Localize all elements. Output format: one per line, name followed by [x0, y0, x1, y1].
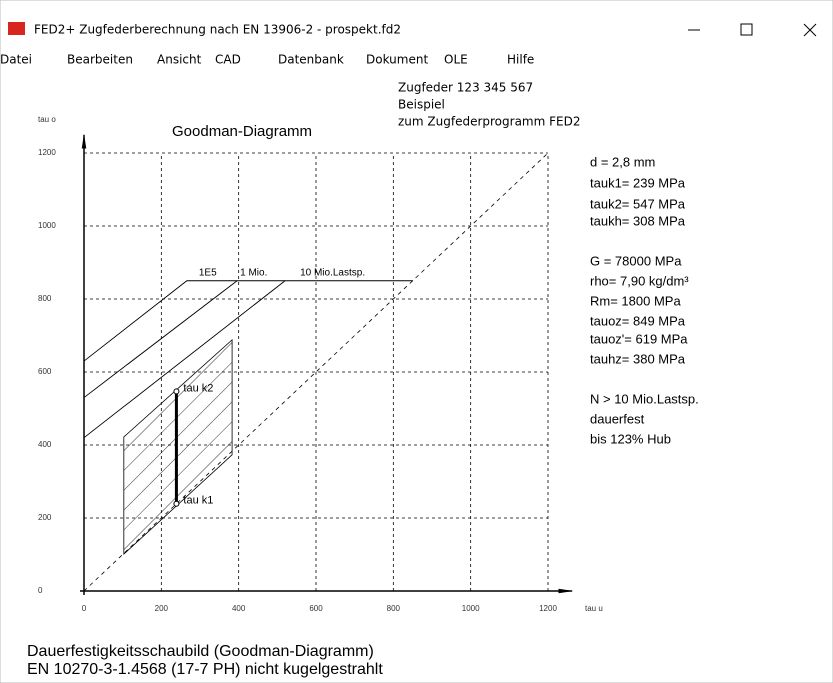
- info-line: Rm= 1800 MPa: [590, 293, 681, 308]
- x-tick-label: 0: [82, 604, 87, 613]
- info-line: N > 10 Mio.Lastsp.: [590, 391, 699, 406]
- menu-item[interactable]: OLE: [444, 53, 468, 67]
- y-tick-label: 1200: [38, 148, 56, 157]
- info-line: tauoz'= 619 MPa: [590, 331, 688, 346]
- info-line: tauk2= 547 MPa: [590, 196, 686, 211]
- info-line: tauhz= 380 MPa: [590, 351, 686, 366]
- y-axis-label: tau o: [38, 115, 56, 124]
- y-tick-label: 200: [38, 513, 52, 522]
- info-line: rho= 7,90 kg/dm³: [590, 273, 689, 288]
- goodman-line: [83, 280, 414, 362]
- menu-bar: Datei Bearbeiten Ansicht CAD Datenbank Dokume…: [0, 53, 534, 67]
- goodman-line: [83, 280, 238, 398]
- info-line: G = 78000 MPa: [590, 253, 682, 268]
- tauk-label: tau k1: [183, 495, 213, 507]
- tauk-point: [173, 500, 180, 507]
- menu-item[interactable]: Hilfe: [507, 53, 534, 67]
- x-tick-label: 600: [309, 604, 323, 613]
- info-line: bis 123% Hub: [590, 431, 671, 446]
- menu-item[interactable]: Datenbank: [278, 53, 344, 67]
- info-line: tauk1= 239 MPa: [590, 175, 686, 190]
- x-tick-label: 800: [387, 604, 401, 613]
- footer-line: Dauerfestigkeitsschaubild (Goodman-Diagr…: [27, 643, 374, 660]
- chart-title: Goodman-Diagramm: [172, 123, 312, 140]
- x-axis-label: tau u: [585, 604, 603, 613]
- close-button[interactable]: [803, 23, 817, 37]
- goodman-line: [83, 280, 286, 439]
- header-line: Beispiel: [398, 98, 445, 112]
- tauk-point: [173, 388, 180, 395]
- tauk-label: tau k2: [183, 382, 213, 394]
- x-tick-label: 400: [232, 604, 246, 613]
- window-title: FED2+ Zugfederberechnung nach EN 13906-2…: [34, 23, 401, 37]
- maximize-button[interactable]: [740, 23, 753, 36]
- footer-line: EN 10270-3-1.4568 (17-7 PH) nicht kugelg…: [27, 661, 383, 678]
- hatched-region: [123, 338, 233, 556]
- series-label: 10 Mio.Lastsp.: [300, 267, 365, 278]
- series-label: 1 Mio.: [240, 267, 267, 278]
- app-icon: [8, 22, 25, 35]
- menu-item[interactable]: Bearbeiten: [67, 53, 133, 67]
- title-bar: FED2+ Zugfederberechnung nach EN 13906-2…: [8, 22, 817, 37]
- info-line: tauoz= 849 MPa: [590, 313, 686, 328]
- x-tick-label: 1000: [462, 604, 480, 613]
- info-line: dauerfest: [590, 411, 645, 426]
- x-tick-label: 200: [155, 604, 169, 613]
- y-tick-label: 400: [38, 440, 52, 449]
- menu-item[interactable]: Dokument: [366, 53, 428, 67]
- series-label: 1E5: [199, 267, 217, 278]
- menu-item[interactable]: Datei: [0, 53, 32, 67]
- header-line: zum Zugfederprogramm FED2: [398, 115, 580, 129]
- x-tick-label: 1200: [539, 604, 557, 613]
- y-tick-label: 0: [38, 586, 43, 595]
- header-line: Zugfeder 123 345 567: [398, 81, 533, 95]
- menu-item[interactable]: Ansicht: [157, 53, 202, 67]
- info-line: d = 2,8 mm: [590, 154, 655, 169]
- y-tick-label: 600: [38, 367, 52, 376]
- y-tick-label: 1000: [38, 221, 56, 230]
- info-line: taukh= 308 MPa: [590, 213, 686, 228]
- y-tick-label: 800: [38, 294, 52, 303]
- menu-item[interactable]: CAD: [215, 53, 241, 67]
- content: Zugfeder 123 345 567 Beispiel zum Zugfeder…: [27, 81, 699, 679]
